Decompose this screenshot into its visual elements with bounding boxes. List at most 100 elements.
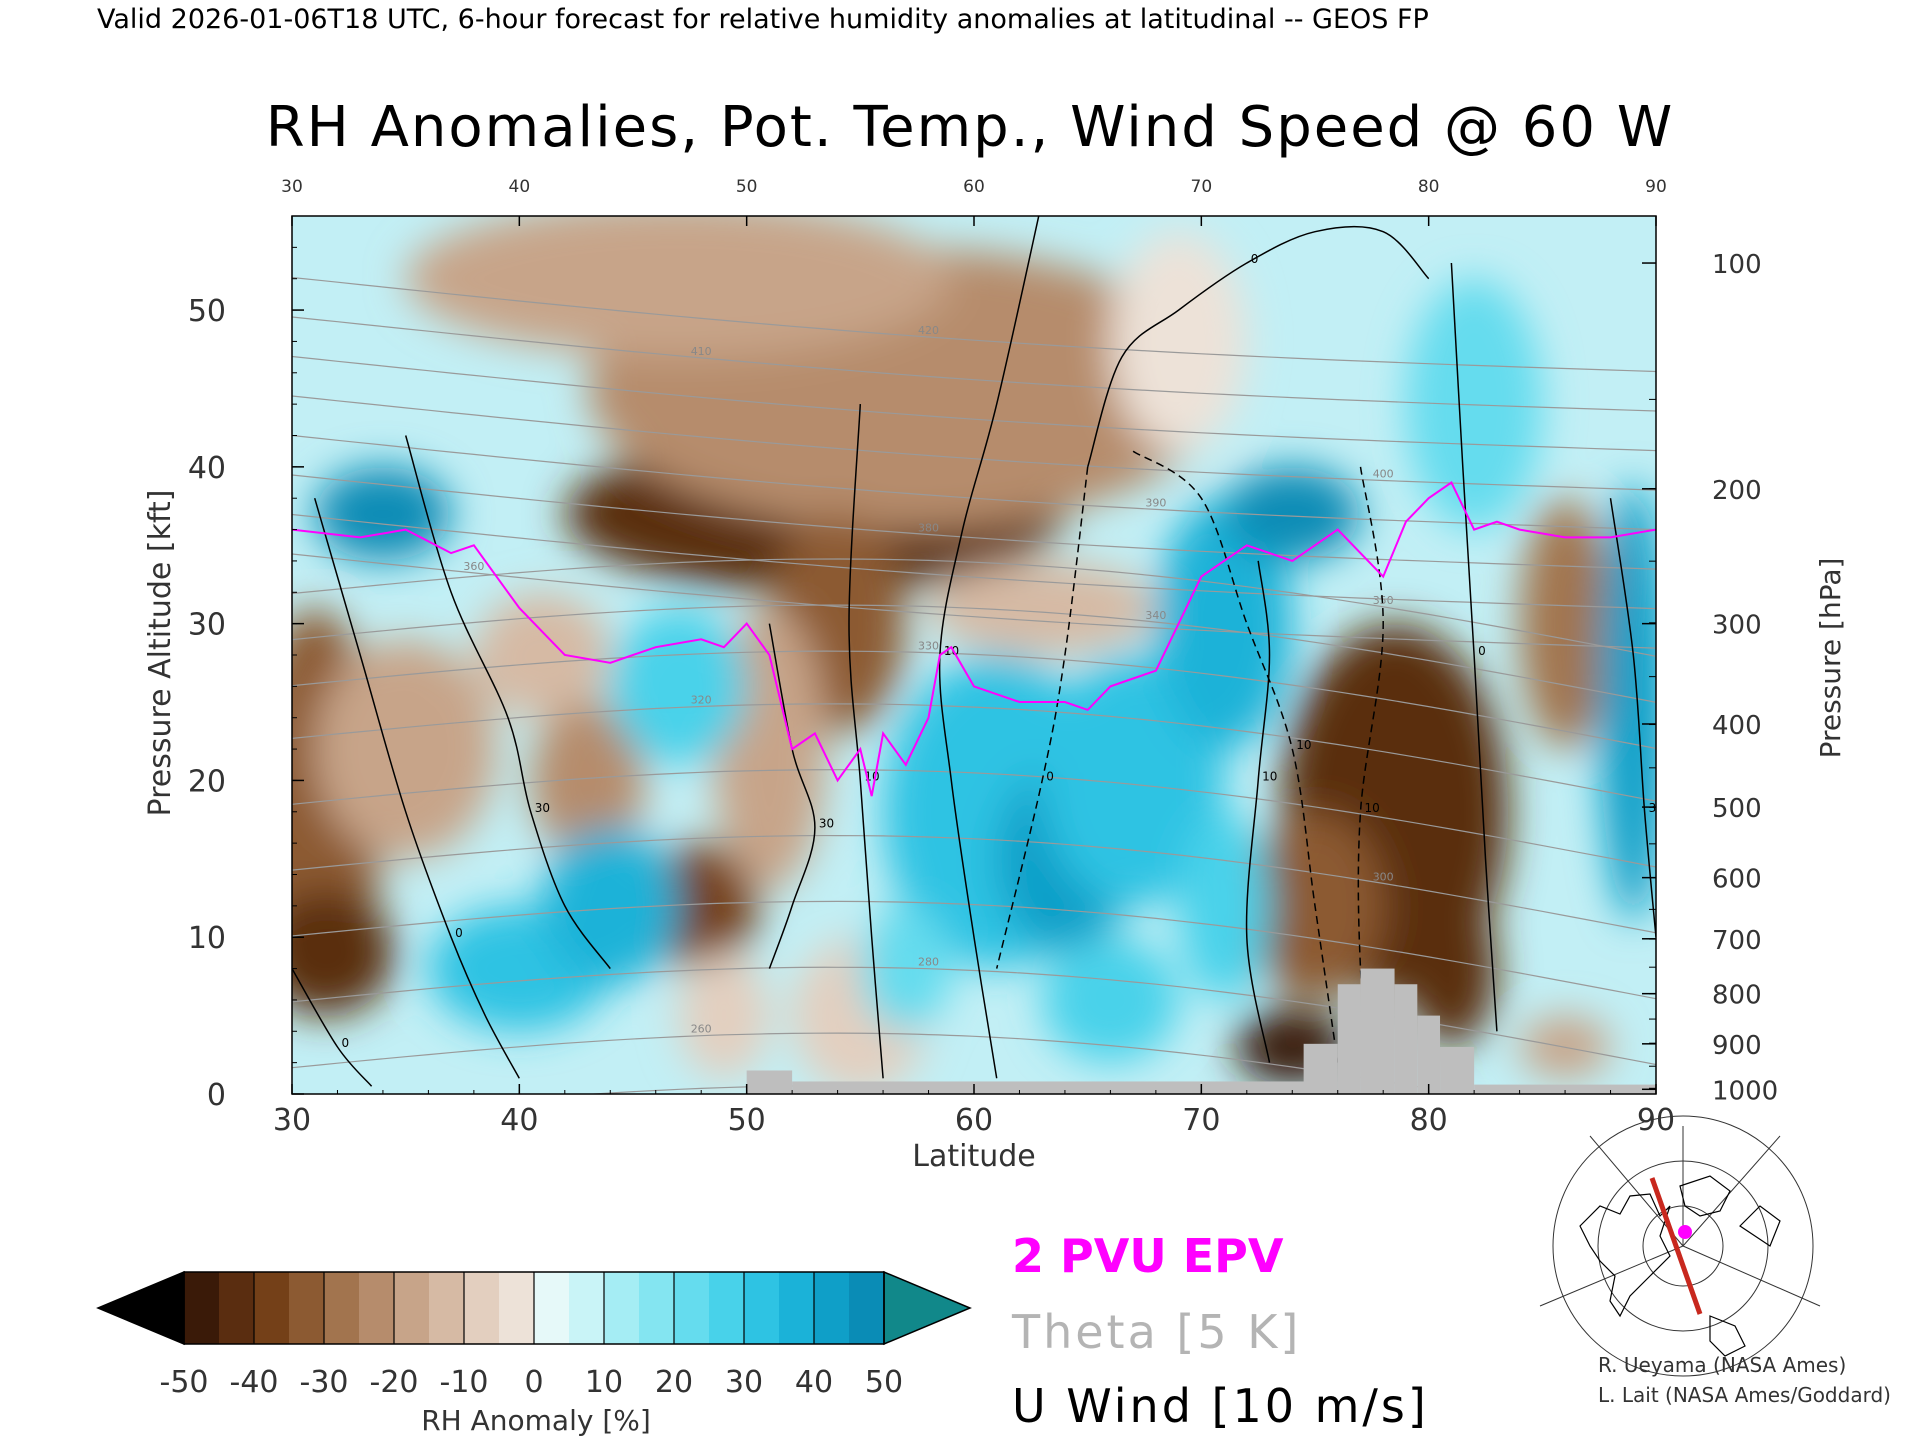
credit-line-1: R. Ueyama (NASA Ames) (1598, 1353, 1846, 1377)
u-wind-line (1086, 225, 1430, 468)
p-tick-label: 900 (1712, 1031, 1762, 1061)
colorbar-tick-label: 10 (585, 1365, 623, 1400)
u-wind-line (995, 466, 1089, 969)
rh-blob (542, 827, 679, 985)
x-tick-label: 70 (1182, 1103, 1220, 1138)
colorbar-tick-label: 0 (524, 1365, 543, 1400)
terrain-block (1337, 984, 1361, 1094)
terrain-block (1417, 1015, 1441, 1094)
rh-blob (1599, 482, 1656, 922)
y-tick-label: 30 (188, 608, 226, 643)
x-tick-label: 40 (500, 1103, 538, 1138)
u-wind-label: 0 (455, 926, 463, 940)
colorbar-bin (499, 1272, 535, 1344)
colorbar-bin (359, 1272, 395, 1344)
x-tick-label-top: 90 (1645, 177, 1667, 197)
rh-blob (292, 890, 395, 1016)
rh-blob (644, 843, 759, 969)
theta-line (292, 316, 1656, 412)
x-tick-label: 50 (728, 1103, 766, 1138)
colorbar-bin (429, 1272, 465, 1344)
terrain-block (1474, 1084, 1656, 1094)
colorbar-bin (604, 1272, 640, 1344)
u-wind-line (292, 968, 373, 1087)
u-wind-line (1450, 262, 1498, 1032)
x-tick-label-top: 30 (281, 177, 303, 197)
x-tick-label-top: 40 (509, 177, 531, 197)
theta-line (292, 834, 1656, 934)
theta-line (292, 703, 1656, 802)
x-tick-label-top: 60 (963, 177, 985, 197)
colorbar-tick-label: 40 (795, 1365, 833, 1400)
u-wind-line (1132, 450, 1339, 1063)
theta-line (292, 395, 1656, 491)
colorbar-bin (289, 1272, 325, 1344)
x-tick-label: 60 (955, 1103, 993, 1138)
rh-blob (1110, 231, 1247, 452)
rh-blob (530, 702, 645, 859)
colorbar-bin (464, 1272, 500, 1344)
rh-blob (678, 952, 770, 1079)
rh-blob (1405, 278, 1543, 530)
colorbar-bin (184, 1272, 220, 1344)
p-tick-label: 100 (1712, 250, 1762, 280)
theta-label: 350 (1373, 594, 1394, 607)
rh-blob (405, 216, 952, 358)
chart-title: RH Anomalies, Pot. Temp., Wind Speed @ 6… (266, 95, 1674, 160)
u-wind-line (404, 435, 611, 970)
theta-line (292, 769, 1656, 868)
u-wind-label: 30 (819, 816, 834, 830)
rh-blob (928, 560, 1156, 655)
p-tick-label: 500 (1712, 794, 1762, 824)
x-tick-label-top: 80 (1418, 177, 1440, 197)
colorbar-tick-label: -30 (300, 1365, 349, 1400)
colorbar: -50 -40 -30 -20 -10 0 10 20 30 40 50 (96, 1270, 972, 1400)
colorbar-bin (534, 1272, 570, 1344)
u-wind-label: 10 (1262, 769, 1277, 783)
theta-line (292, 355, 1656, 452)
theta-line (292, 434, 1656, 531)
theta-label: 260 (691, 1023, 712, 1036)
u-wind-label: 0 (341, 1036, 349, 1050)
u-wind-label: 30 (535, 801, 550, 815)
terrain-block (746, 1070, 793, 1094)
p-tick-label: 1000 (1712, 1076, 1778, 1106)
y-axis-label-right: Pressure [hPa] (1814, 558, 1847, 759)
colorbar-bin (254, 1272, 290, 1344)
theta-line (292, 553, 1656, 649)
x-tick-label: 80 (1410, 1103, 1448, 1138)
epv-line (292, 481, 1656, 797)
p-tick-label: 400 (1712, 711, 1762, 741)
terrain-block (1303, 1043, 1338, 1094)
colorbar-bin (709, 1272, 745, 1344)
locator-dot (1678, 1225, 1692, 1239)
x-tick-label-top: 50 (736, 177, 758, 197)
colorbar-tick-label: 30 (725, 1365, 763, 1400)
colorbar-tick-label: 50 (865, 1365, 903, 1400)
p-tick-label: 700 (1712, 926, 1762, 956)
colorbar-tick-label: -50 (160, 1365, 209, 1400)
colorbar-bin (744, 1272, 780, 1344)
rh-blob (314, 639, 497, 859)
p-tick-label: 600 (1712, 865, 1762, 895)
y-tick-label: 40 (188, 451, 226, 486)
colorbar-label: RH Anomaly [%] (421, 1404, 651, 1437)
x-axis-label: Latitude (912, 1139, 1035, 1174)
theta-label: 380 (918, 522, 939, 535)
p-tick-label: 800 (1712, 981, 1762, 1011)
theta-label: 340 (1145, 609, 1166, 622)
colorbar-tick-label: -20 (370, 1365, 419, 1400)
theta-line (292, 276, 1656, 373)
colorbar-bin (674, 1272, 710, 1344)
rh-blob (1178, 811, 1270, 1000)
rh-blob (473, 592, 611, 718)
theta-label: 360 (463, 560, 484, 573)
rh-blob (610, 607, 747, 765)
u-wind-label: 0 (1478, 644, 1486, 658)
terrain-block (1394, 984, 1418, 1094)
u-wind-line (768, 623, 816, 969)
locator-map (1539, 1115, 1821, 1377)
